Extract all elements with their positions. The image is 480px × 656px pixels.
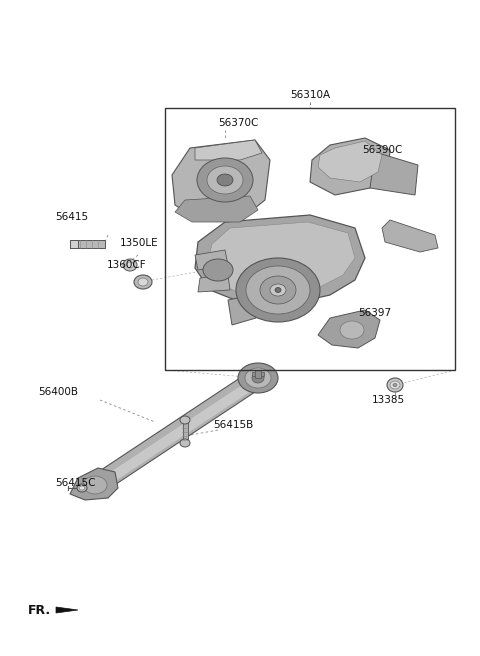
Polygon shape <box>195 140 262 160</box>
Polygon shape <box>198 275 230 292</box>
Text: 1360CF: 1360CF <box>107 260 146 270</box>
Text: 56370C: 56370C <box>218 118 258 128</box>
Polygon shape <box>195 250 228 270</box>
Text: FR.: FR. <box>28 604 51 617</box>
Ellipse shape <box>340 321 364 339</box>
Text: 56415B: 56415B <box>213 420 253 430</box>
Polygon shape <box>382 220 438 252</box>
Text: 56397: 56397 <box>358 308 391 318</box>
Ellipse shape <box>275 287 281 293</box>
Ellipse shape <box>180 416 190 424</box>
Text: 1350LE: 1350LE <box>120 238 158 248</box>
Ellipse shape <box>387 378 403 392</box>
Ellipse shape <box>390 381 400 389</box>
Text: 56310A: 56310A <box>290 90 330 100</box>
Ellipse shape <box>252 373 264 383</box>
Ellipse shape <box>127 262 133 268</box>
Polygon shape <box>370 152 418 195</box>
Ellipse shape <box>260 276 296 304</box>
Bar <box>182 423 188 443</box>
Ellipse shape <box>123 259 137 271</box>
Bar <box>70 240 78 248</box>
Polygon shape <box>208 222 355 296</box>
Polygon shape <box>310 138 390 195</box>
Ellipse shape <box>217 174 233 186</box>
Polygon shape <box>70 468 118 500</box>
Ellipse shape <box>246 266 310 314</box>
Text: 13385: 13385 <box>372 395 405 405</box>
Polygon shape <box>195 215 365 305</box>
Polygon shape <box>86 370 264 497</box>
Ellipse shape <box>180 439 190 447</box>
Ellipse shape <box>236 258 320 322</box>
Bar <box>70 240 105 248</box>
Polygon shape <box>90 375 262 494</box>
Ellipse shape <box>79 486 85 490</box>
Polygon shape <box>318 141 382 182</box>
Ellipse shape <box>77 484 87 492</box>
Ellipse shape <box>83 476 107 494</box>
Ellipse shape <box>270 284 286 296</box>
Bar <box>165 108 455 370</box>
Polygon shape <box>228 295 256 325</box>
Ellipse shape <box>245 368 271 388</box>
Bar <box>252 372 264 376</box>
Ellipse shape <box>197 158 253 202</box>
Text: 56390C: 56390C <box>362 145 402 155</box>
Polygon shape <box>175 196 258 222</box>
Ellipse shape <box>238 363 278 393</box>
Bar <box>255 370 261 378</box>
Ellipse shape <box>207 166 243 194</box>
Polygon shape <box>56 607 78 613</box>
Polygon shape <box>172 140 270 220</box>
Polygon shape <box>318 310 380 348</box>
Ellipse shape <box>203 259 233 281</box>
Text: 56415C: 56415C <box>55 478 96 488</box>
Text: 56415: 56415 <box>55 212 88 222</box>
Ellipse shape <box>393 384 397 386</box>
Ellipse shape <box>134 275 152 289</box>
Ellipse shape <box>138 278 148 286</box>
Text: 56400B: 56400B <box>38 387 78 397</box>
